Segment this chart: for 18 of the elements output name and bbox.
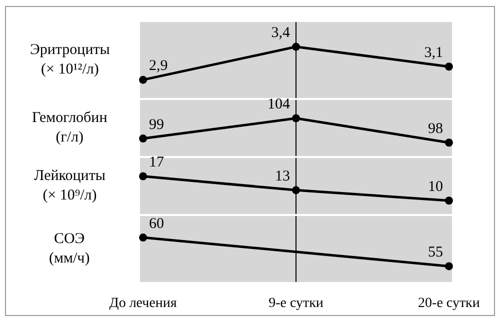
data-label: 13 [275,168,290,184]
y-axis-title: Гемоглобин (г/л) [32,110,108,146]
data-label: 17 [149,154,165,171]
data-label: 55 [428,244,443,260]
data-label: 3,4 [271,25,290,42]
data-label: 104 [268,96,290,113]
y-axis-title: СОЭ (мм/ч) [49,231,90,266]
data-label: 3,1 [424,44,443,61]
data-label: 60 [149,216,164,232]
x-tick-label: 9-е сутки [268,296,324,311]
data-label: 99 [149,116,164,133]
data-label: 10 [428,178,443,195]
data-label: 98 [428,120,443,137]
x-tick-label: До лечения [109,296,178,311]
x-tick-label: 20-е сутки [418,296,480,311]
y-axis-title: Эритроциты (× 10¹²/л) [30,42,110,78]
y-axis-title: Лейкоциты (× 10⁹/л) [34,168,106,204]
data-label: 2,9 [149,58,168,74]
